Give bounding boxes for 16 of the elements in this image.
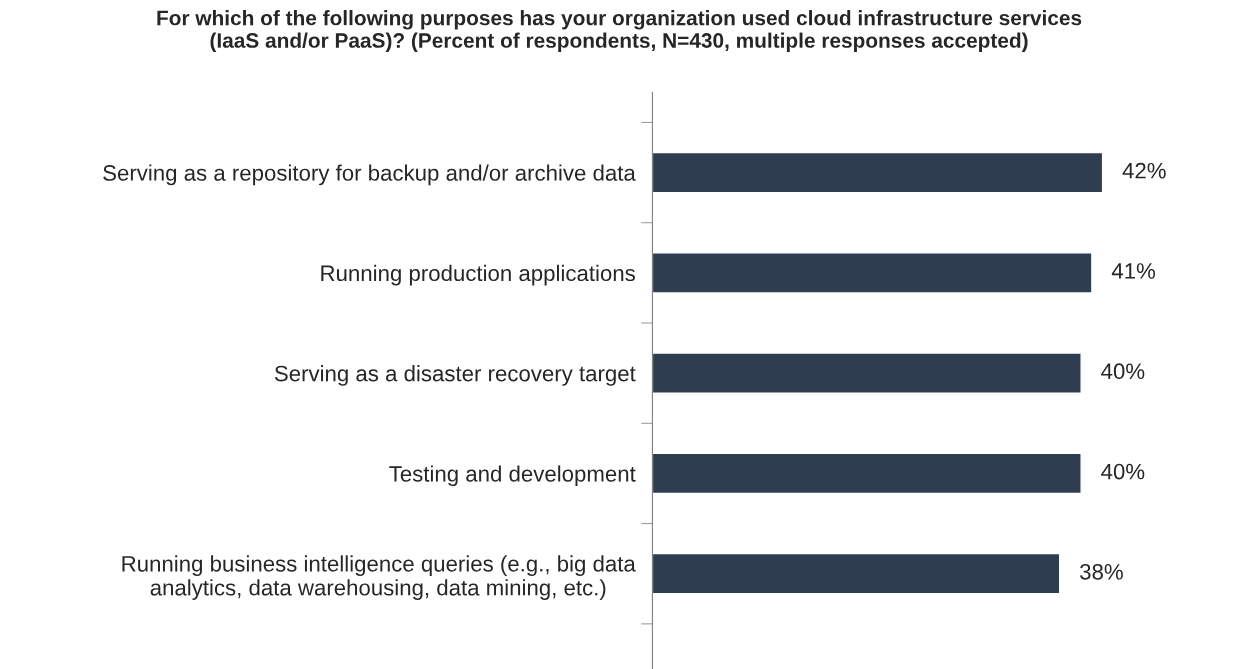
bar xyxy=(652,252,1093,294)
y-tick-label: Serving as a repository for backup and/or archive data xyxy=(103,164,636,186)
data-label: 42% xyxy=(1122,162,1166,179)
bar xyxy=(652,352,1082,394)
bar xyxy=(652,452,1082,495)
y-tick-label: Running production applications xyxy=(321,264,635,286)
y-tick-label: Running business intelligence queries (e.g., big data analytics, data warehousing, data mining, etc.) xyxy=(122,555,636,600)
data-label: 41% xyxy=(1111,263,1156,279)
bar xyxy=(652,151,1104,194)
y-tick-label: Serving as a disaster recovery target xyxy=(274,365,636,386)
data-label: 38% xyxy=(1080,563,1123,580)
bar xyxy=(652,552,1061,595)
data-label: 40% xyxy=(1101,363,1145,380)
y-tick-label: Testing and development xyxy=(389,465,636,487)
chart-title: For which of the following purposes has your organization used cloud infrastructure services (IaaS and/or PaaS)? (Percent of respondents, N=430, multiple responses accepted) xyxy=(157,10,1082,52)
data-label: 40% xyxy=(1101,463,1145,480)
